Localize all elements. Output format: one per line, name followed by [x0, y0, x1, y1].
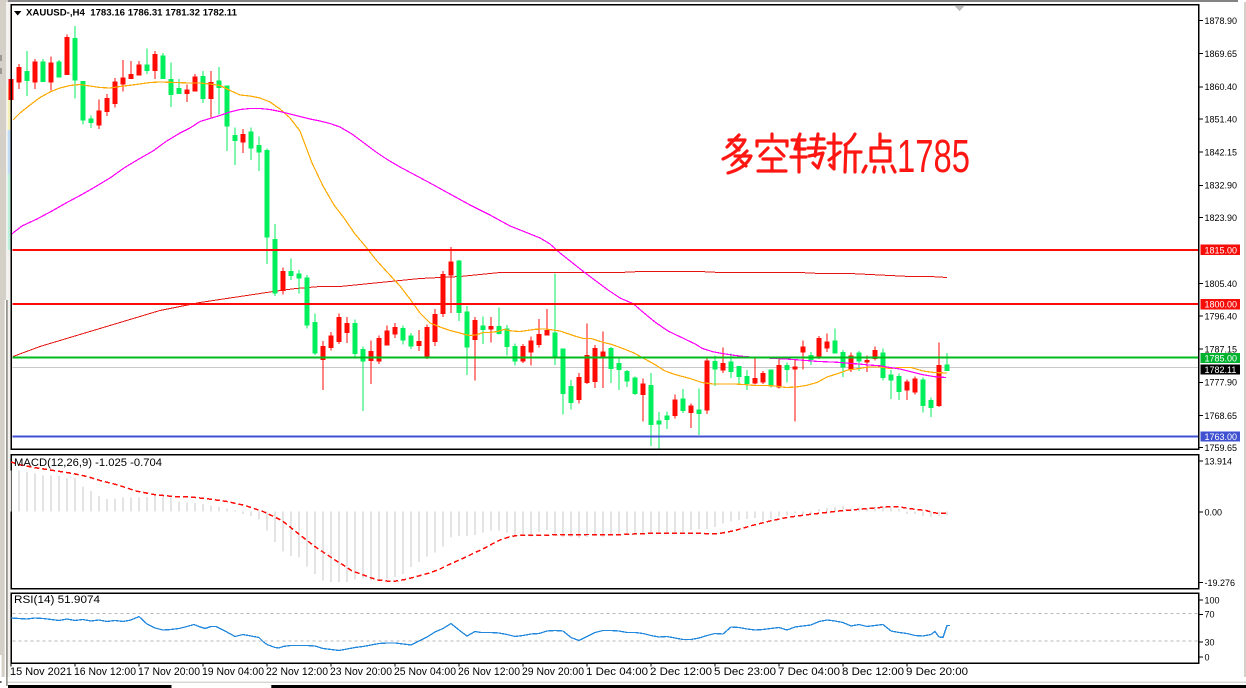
svg-text:30: 30 — [1205, 637, 1215, 647]
svg-text:1785: 1785 — [897, 130, 970, 182]
svg-text:5 Dec 23:00: 5 Dec 23:00 — [714, 666, 776, 678]
svg-text:100: 100 — [1205, 596, 1220, 606]
svg-text:1851.40: 1851.40 — [1205, 114, 1238, 124]
svg-text:0: 0 — [1205, 652, 1210, 662]
svg-text:XAUUSD-,H4 1783.16 1786.31 17: XAUUSD-,H4 1783.16 1786.31 1781.32 1782.… — [26, 8, 238, 19]
svg-text:1768.65: 1768.65 — [1205, 411, 1238, 421]
svg-text:13.914: 13.914 — [1205, 456, 1233, 466]
svg-text:29 Nov 20:00: 29 Nov 20:00 — [522, 666, 584, 678]
svg-text:1815.00: 1815.00 — [1205, 245, 1238, 255]
svg-text:1777.90: 1777.90 — [1205, 378, 1238, 388]
svg-text:1842.15: 1842.15 — [1205, 148, 1238, 158]
svg-text:1785.00: 1785.00 — [1205, 353, 1238, 363]
svg-text:17 Nov 20:00: 17 Nov 20:00 — [138, 666, 200, 678]
svg-text:1823.90: 1823.90 — [1205, 213, 1238, 223]
svg-text:15 Nov 2021: 15 Nov 2021 — [10, 666, 72, 678]
svg-text:0.00: 0.00 — [1205, 507, 1223, 517]
svg-text:1860.40: 1860.40 — [1205, 82, 1238, 92]
svg-text:1 Dec 04:00: 1 Dec 04:00 — [586, 666, 648, 678]
svg-text:19 Nov 04:00: 19 Nov 04:00 — [202, 666, 264, 678]
svg-text:7 Dec 04:00: 7 Dec 04:00 — [778, 666, 840, 678]
svg-text:25 Nov 04:00: 25 Nov 04:00 — [394, 666, 456, 678]
svg-text:1878.90: 1878.90 — [1205, 16, 1238, 26]
svg-text:2 Dec 12:00: 2 Dec 12:00 — [650, 666, 712, 678]
svg-text:1759.65: 1759.65 — [1205, 443, 1238, 453]
svg-text:22 Nov 12:00: 22 Nov 12:00 — [266, 666, 328, 678]
svg-text:-19.276: -19.276 — [1205, 578, 1236, 588]
svg-text:MACD(12,26,9) -1.025 -0.704: MACD(12,26,9) -1.025 -0.704 — [14, 457, 162, 469]
svg-text:70: 70 — [1205, 610, 1215, 620]
svg-text:16 Nov 12:00: 16 Nov 12:00 — [74, 666, 136, 678]
svg-text:9 Dec 20:00: 9 Dec 20:00 — [906, 666, 968, 678]
svg-text:1869.65: 1869.65 — [1205, 49, 1238, 59]
svg-text:1763.00: 1763.00 — [1205, 432, 1238, 442]
svg-text:1782.11: 1782.11 — [1205, 365, 1237, 375]
svg-text:1832.90: 1832.90 — [1205, 181, 1238, 191]
svg-text:8 Dec 12:00: 8 Dec 12:00 — [842, 666, 904, 678]
svg-text:RSI(14) 51.9074: RSI(14) 51.9074 — [14, 594, 100, 606]
svg-text:1800.00: 1800.00 — [1205, 300, 1238, 310]
svg-text:1787.15: 1787.15 — [1205, 345, 1238, 355]
svg-text:1805.40: 1805.40 — [1205, 279, 1238, 289]
svg-text:1796.40: 1796.40 — [1205, 311, 1238, 321]
svg-text:26 Nov 12:00: 26 Nov 12:00 — [458, 666, 520, 678]
svg-text:23 Nov 20:00: 23 Nov 20:00 — [330, 666, 392, 678]
